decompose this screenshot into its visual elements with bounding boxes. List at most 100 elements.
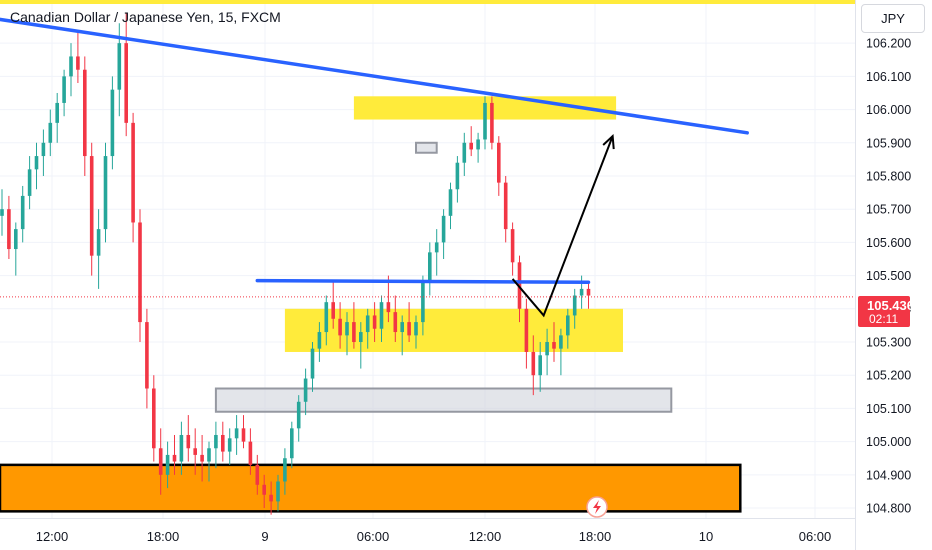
candle-countdown: 02:11: [869, 312, 899, 326]
projection-arrowhead: [602, 133, 615, 150]
currency-button[interactable]: JPY: [861, 4, 925, 33]
y-tick-label: 105.500: [866, 269, 911, 283]
candle-down: [83, 69, 87, 157]
candle-down: [510, 229, 515, 263]
x-tick-label: 12:00: [469, 529, 502, 544]
candle-up: [421, 282, 425, 323]
candle-down: [338, 318, 342, 336]
candle-up: [579, 288, 584, 296]
candle-down: [200, 454, 204, 462]
candle-down: [490, 102, 494, 143]
y-tick-label: 106.000: [866, 103, 911, 117]
candle-up: [96, 229, 101, 256]
candle-up: [103, 156, 108, 230]
candle-up: [476, 139, 480, 150]
candle-down: [248, 441, 253, 465]
small-grey-box: [415, 141, 438, 154]
candle-down: [158, 448, 163, 475]
candle-up: [62, 76, 66, 103]
candle-up: [462, 142, 467, 163]
y-tick-label: 105.100: [866, 402, 911, 416]
candle-up: [117, 43, 122, 90]
candle-up: [276, 481, 280, 502]
x-tick-label: 12:00: [36, 529, 69, 544]
lightning-icon: [593, 500, 601, 514]
candle-down: [469, 142, 473, 150]
candle-up: [345, 322, 349, 336]
candle-down: [124, 43, 128, 123]
candle-up: [545, 342, 549, 356]
candle-up: [296, 401, 301, 429]
candle-up: [179, 434, 184, 462]
x-tick-label: 18:00: [147, 529, 180, 544]
y-tick-label: 105.700: [866, 203, 911, 217]
top-zone-edge: [0, 0, 855, 4]
candle-up: [317, 332, 322, 349]
candle-up: [290, 428, 294, 459]
candle-up: [441, 215, 446, 243]
x-tick-label: 06:00: [799, 529, 832, 544]
candle-up: [41, 142, 46, 157]
y-tick-label: 104.800: [866, 502, 911, 516]
y-tick-label: 106.100: [866, 70, 911, 84]
y-tick-label: 105.800: [866, 169, 911, 183]
candle-down: [89, 156, 94, 256]
x-tick-label: 10: [699, 529, 713, 544]
candle-up: [310, 348, 315, 379]
projection-arrow: [511, 135, 614, 318]
chart-title: Canadian Dollar / Japanese Yen, 15, FXCM: [10, 9, 281, 25]
candle-up: [448, 189, 453, 216]
candle-up: [69, 56, 73, 77]
candle-down: [76, 56, 80, 70]
candle-up: [428, 252, 432, 283]
x-tick-label: 06:00: [357, 529, 390, 544]
y-tick-label: 105.300: [866, 336, 911, 350]
candle-up: [455, 162, 460, 190]
candle-up: [483, 102, 487, 140]
x-tick-label: 18:00: [579, 529, 612, 544]
y-tick-label: 106.200: [866, 37, 911, 51]
y-tick-label: 105.600: [866, 236, 911, 250]
candle-down: [221, 434, 225, 452]
candle-down: [552, 342, 556, 349]
candle-up: [324, 302, 329, 333]
candle-up: [303, 378, 308, 402]
candle-up: [434, 242, 439, 253]
candle-down: [503, 182, 508, 230]
candle-up: [165, 454, 170, 475]
candle-up: [566, 315, 570, 336]
candle-up: [538, 355, 542, 376]
candle-up: [14, 229, 18, 250]
candle-up: [27, 169, 32, 196]
candle-up: [365, 315, 370, 333]
candle-up: [214, 434, 218, 449]
candle-down: [331, 302, 335, 319]
y-tick-label: 105.000: [866, 435, 911, 449]
y-tick-label: 104.900: [866, 468, 911, 482]
last-price-label: 105.436 02:11: [858, 296, 914, 327]
candle-up: [0, 209, 4, 216]
candle-up: [234, 428, 239, 439]
candle-down: [372, 315, 377, 329]
candle-up: [20, 195, 25, 230]
chart-grid: [0, 0, 855, 518]
y-tick-label: 105.200: [866, 369, 911, 383]
candle-down: [7, 209, 11, 250]
candle-down: [386, 302, 391, 313]
candle-down: [586, 288, 591, 296]
candle-down: [407, 322, 411, 336]
descending-trendline: [0, 17, 749, 135]
candle-up: [359, 332, 363, 343]
candle-down: [186, 434, 191, 449]
mid-demand-zone: [284, 308, 623, 352]
candle-down: [531, 351, 536, 376]
candle-down: [131, 122, 135, 223]
candle-down: [524, 308, 529, 352]
candle-down: [352, 322, 356, 343]
x-tick-label: 9: [261, 529, 268, 544]
candle-up: [207, 448, 211, 462]
candle-down: [262, 484, 266, 495]
candle-down: [152, 388, 156, 449]
candle-down: [172, 454, 177, 462]
